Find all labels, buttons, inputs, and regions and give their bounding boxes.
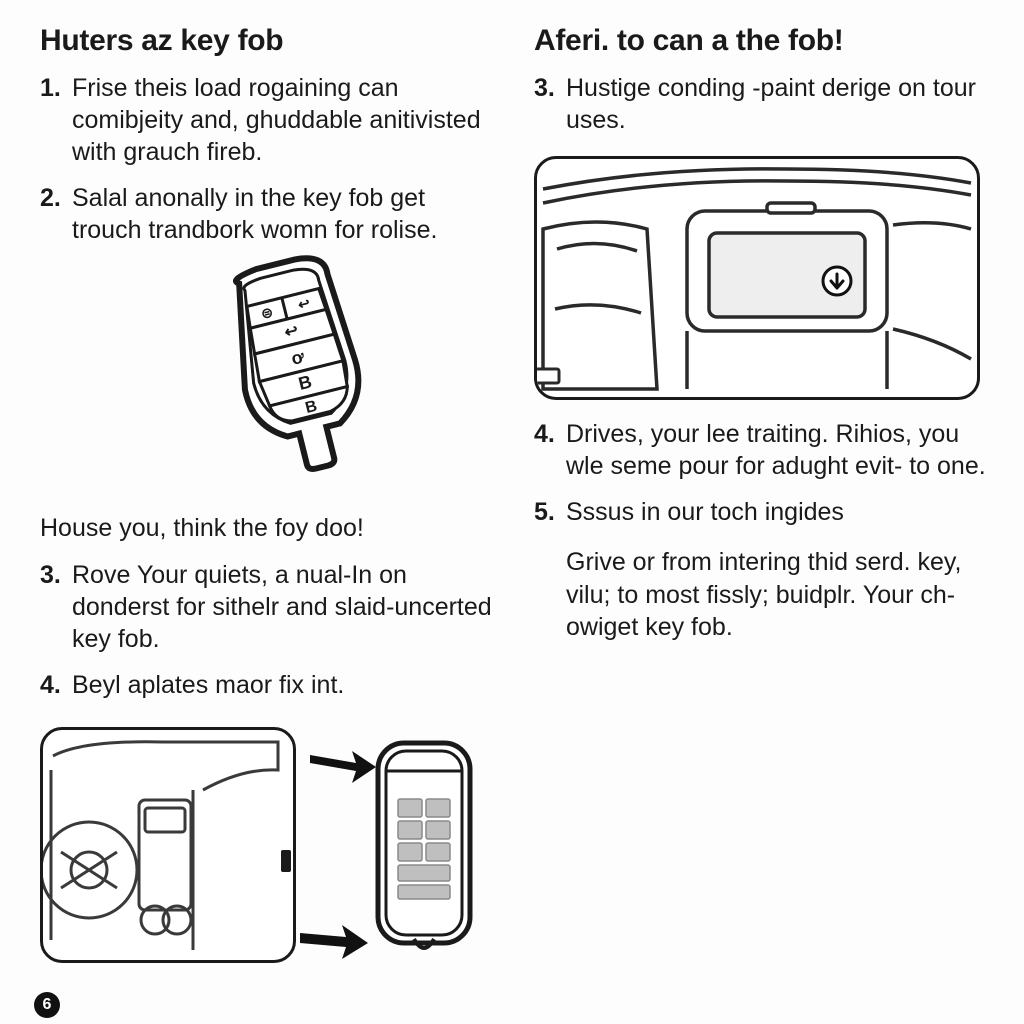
list-item: 3. Hustige conding -paint derige on tour… <box>534 72 992 136</box>
download-icon <box>823 267 851 295</box>
left-interjection: House you, think the foy doo! <box>40 512 498 545</box>
list-text: Rove Your quiets, a nual-In on donderst … <box>72 559 498 655</box>
list-text: Frise theis load rogaining can comibjeit… <box>72 72 498 168</box>
right-column: Aferi. to can a the fob! 3. Hustige cond… <box>534 24 992 1014</box>
list-text: Salal anonally in the key fob get trouch… <box>72 182 498 246</box>
list-text: Sssus in our toch ingides <box>566 496 992 528</box>
dashboard-and-remote-figure <box>40 721 498 971</box>
list-text: Hustige conding -paint derige on tour us… <box>566 72 992 136</box>
left-list-1: 1. Frise theis load rogaining can comibj… <box>40 72 498 260</box>
left-list-2: 3. Rove Your quiets, a nual-In on donder… <box>40 559 498 715</box>
list-num: 4. <box>40 669 72 701</box>
keyfob-illustration: ⊜ ↩ ↩ ơ B B <box>194 254 404 504</box>
left-title: Huters az key fob <box>40 24 498 58</box>
right-title: Aferi. to can a the fob! <box>534 24 992 58</box>
list-item: 4. Drives, your lee traiting. Rihios, yo… <box>534 418 992 482</box>
list-item: 5. Sssus in our toch ingides <box>534 496 992 528</box>
list-text: Beyl aplates maor fix int. <box>72 669 498 701</box>
list-item: 3. Rove Your quiets, a nual-In on donder… <box>40 559 498 655</box>
list-text: Drives, your lee traiting. Rihios, you w… <box>566 418 992 482</box>
page-number-badge: 6 <box>34 992 60 1018</box>
interior-figure <box>534 156 980 400</box>
list-item: 1. Frise theis load rogaining can comibj… <box>40 72 498 168</box>
list-item: 4. Beyl aplates maor fix int. <box>40 669 498 701</box>
list-num: 2. <box>40 182 72 214</box>
list-num: 1. <box>40 72 72 104</box>
list-num: 3. <box>40 559 72 591</box>
left-column: Huters az key fob 1. Frise theis load ro… <box>40 24 498 1014</box>
list-num: 4. <box>534 418 566 450</box>
list-num: 5. <box>534 496 566 528</box>
manual-page: Huters az key fob 1. Frise theis load ro… <box>0 0 1024 1024</box>
list-item: 2. Salal anonally in the key fob get tro… <box>40 182 498 246</box>
tail-paragraph: Grive or from intering thid serd. key, v… <box>566 546 992 644</box>
right-list-bottom: 4. Drives, your lee traiting. Rihios, yo… <box>534 418 992 542</box>
list-num: 3. <box>534 72 566 104</box>
right-list-top: 3. Hustige conding -paint derige on tour… <box>534 72 992 150</box>
